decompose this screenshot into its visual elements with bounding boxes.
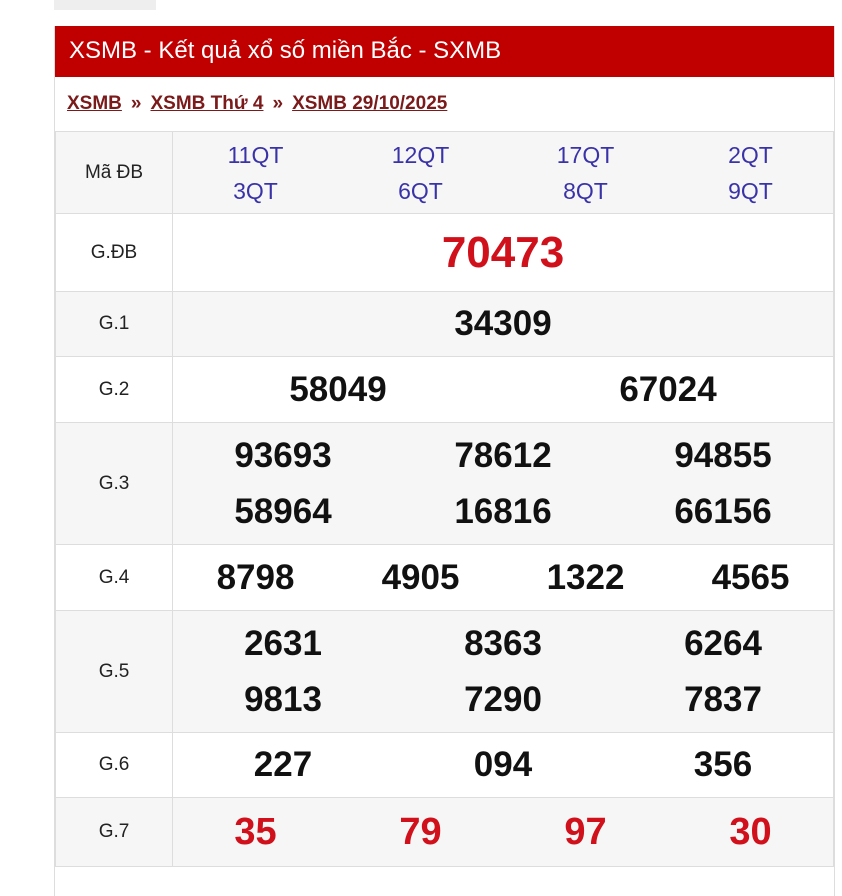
prize-number: 66156 — [674, 491, 772, 531]
prize-number: 094 — [473, 745, 533, 784]
row-g6: G.6 227 094 356 — [55, 732, 834, 798]
prize-number: 94855 — [674, 435, 772, 475]
row-label: G.2 — [55, 356, 173, 423]
breadcrumb-separator: » — [272, 93, 284, 114]
row-label: G.4 — [55, 544, 173, 611]
top-tab-placeholder — [54, 0, 156, 10]
prize-number: 4905 — [381, 557, 460, 597]
prize-number: 78612 — [454, 435, 552, 475]
code: 11QT — [227, 141, 284, 168]
row-label: Mã ĐB — [55, 131, 173, 214]
prize-number: 30 — [729, 811, 772, 853]
prize-number: 16816 — [454, 491, 552, 531]
prize-number: 7837 — [684, 679, 762, 719]
row-g7: G.7 35 79 97 30 — [55, 797, 834, 867]
row-g2: G.2 58049 67024 — [55, 356, 834, 423]
row-label: G.6 — [55, 732, 173, 798]
prize-number: 2631 — [244, 623, 322, 663]
results-panel: XSMB - Kết quả xổ số miền Bắc - SXMB XSM… — [54, 26, 835, 896]
prize-number: 58964 — [234, 491, 332, 531]
prize-number: 227 — [253, 745, 313, 784]
code: 6QT — [398, 177, 443, 204]
results-table: Mã ĐB 11QT 12QT 17QT 2QT 3QT 6QT 8QT 9QT… — [55, 131, 834, 867]
row-ma-db: Mã ĐB 11QT 12QT 17QT 2QT 3QT 6QT 8QT 9QT — [55, 131, 834, 214]
row-g4: G.4 8798 4905 1322 4565 — [55, 544, 834, 611]
breadcrumb-separator: » — [130, 93, 142, 114]
code: 3QT — [233, 177, 278, 204]
prize-number: 58049 — [289, 369, 387, 409]
code: 12QT — [391, 141, 450, 168]
prize-number: 35 — [234, 811, 277, 853]
prize-number: 6264 — [684, 623, 762, 663]
row-g1: G.1 34309 — [55, 291, 834, 357]
row-label: G.5 — [55, 610, 173, 733]
prize-number: 93693 — [234, 435, 332, 475]
row-label: G.3 — [55, 422, 173, 545]
prize-number: 34309 — [454, 304, 552, 343]
breadcrumb: XSMB » XSMB Thứ 4 » XSMB 29/10/2025 — [55, 77, 834, 131]
code: 17QT — [556, 141, 615, 168]
row-label: G.7 — [55, 797, 173, 867]
row-label: G.ĐB — [55, 213, 173, 292]
prize-number: 8798 — [216, 557, 295, 597]
code: 8QT — [563, 177, 608, 204]
row-g3: G.3 93693 78612 94855 58964 16816 66156 — [55, 422, 834, 545]
prize-number: 7290 — [464, 679, 542, 719]
row-g5: G.5 2631 8363 6264 9813 7290 7837 — [55, 610, 834, 733]
panel-title: XSMB - Kết quả xổ số miền Bắc - SXMB — [55, 26, 834, 77]
prize-number: 4565 — [711, 557, 790, 597]
special-prize-number: 70473 — [441, 227, 565, 277]
code: 2QT — [728, 141, 773, 168]
prize-number: 356 — [693, 745, 753, 784]
prize-number: 67024 — [619, 369, 717, 409]
prize-number: 8363 — [464, 623, 542, 663]
row-label: G.1 — [55, 291, 173, 357]
row-gdb: G.ĐB 70473 — [55, 213, 834, 292]
prize-number: 97 — [564, 811, 607, 853]
breadcrumb-xsmb-date[interactable]: XSMB 29/10/2025 — [292, 93, 448, 114]
breadcrumb-xsmb[interactable]: XSMB — [67, 93, 122, 114]
breadcrumb-xsmb-thu-4[interactable]: XSMB Thứ 4 — [150, 93, 264, 114]
prize-number: 1322 — [546, 557, 625, 597]
prize-number: 79 — [399, 811, 442, 853]
prize-number: 9813 — [244, 679, 322, 719]
code: 9QT — [728, 177, 773, 204]
